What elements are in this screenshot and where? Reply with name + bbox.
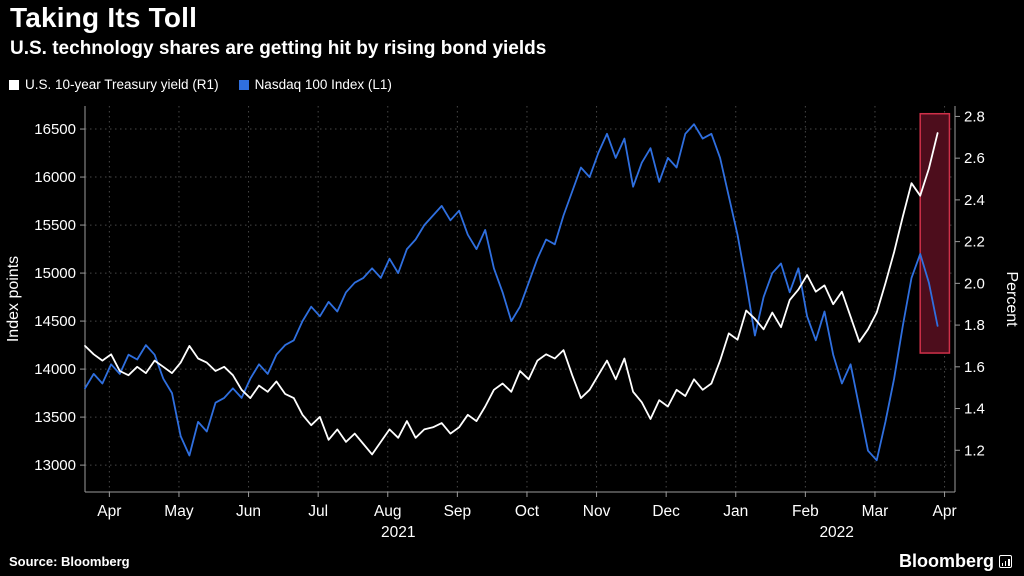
svg-text:16500: 16500 — [34, 121, 76, 138]
svg-text:May: May — [164, 503, 194, 520]
svg-text:1.4: 1.4 — [964, 401, 985, 418]
svg-text:Jan: Jan — [723, 503, 748, 520]
svg-text:13000: 13000 — [34, 457, 76, 474]
bloomberg-terminal-icon — [999, 555, 1012, 568]
source-label: Source: Bloomberg — [9, 554, 130, 569]
svg-text:Dec: Dec — [652, 503, 680, 520]
legend-swatch — [238, 79, 249, 90]
svg-text:Feb: Feb — [792, 503, 819, 520]
bloomberg-logo: Bloomberg — [899, 551, 1012, 572]
svg-text:Nov: Nov — [583, 503, 611, 520]
svg-text:15000: 15000 — [34, 265, 76, 282]
svg-text:Apr: Apr — [932, 503, 956, 520]
svg-text:14000: 14000 — [34, 361, 76, 378]
footer: Source: Bloomberg Bloomberg — [9, 551, 1012, 572]
svg-text:Jun: Jun — [236, 503, 261, 520]
svg-text:13500: 13500 — [34, 409, 76, 426]
svg-text:Oct: Oct — [515, 503, 540, 520]
svg-text:1.6: 1.6 — [964, 359, 985, 376]
dual-axis-line-chart: 13000 13500 14000 14500 15000 15500 16000 16500… — [5, 106, 1020, 541]
page-title: Taking Its Toll — [10, 2, 198, 33]
svg-text:Mar: Mar — [862, 503, 889, 520]
legend-label: Nasdaq 100 Index (L1) — [254, 77, 392, 92]
svg-text:Apr: Apr — [97, 503, 121, 520]
svg-text:2.0: 2.0 — [964, 275, 985, 292]
svg-text:Index points: Index points — [5, 256, 22, 342]
svg-text:2.8: 2.8 — [964, 108, 985, 125]
svg-text:1.2: 1.2 — [964, 442, 985, 459]
chart-legend: U.S. 10-year Treasury yield (R1) Nasdaq 1… — [9, 77, 392, 92]
svg-text:1.8: 1.8 — [964, 317, 985, 334]
svg-text:15500: 15500 — [34, 217, 76, 234]
svg-text:2.6: 2.6 — [964, 150, 985, 167]
page-subtitle: U.S. technology shares are getting hit b… — [10, 38, 547, 59]
svg-text:2022: 2022 — [819, 524, 853, 541]
svg-text:2.4: 2.4 — [964, 192, 985, 209]
svg-text:2.2: 2.2 — [964, 234, 985, 251]
bloomberg-logo-text: Bloomberg — [898, 551, 994, 571]
legend-item: Nasdaq 100 Index (L1) — [238, 77, 392, 92]
legend-label: U.S. 10-year Treasury yield (R1) — [25, 77, 219, 92]
svg-text:Sep: Sep — [444, 503, 472, 520]
svg-text:16000: 16000 — [34, 169, 76, 186]
svg-text:2021: 2021 — [381, 524, 415, 541]
svg-text:Jul: Jul — [308, 503, 328, 520]
svg-text:14500: 14500 — [34, 313, 76, 330]
legend-swatch — [9, 79, 19, 90]
legend-item: U.S. 10-year Treasury yield (R1) — [9, 77, 219, 92]
svg-text:Percent: Percent — [1003, 271, 1020, 327]
svg-text:Aug: Aug — [374, 503, 402, 520]
